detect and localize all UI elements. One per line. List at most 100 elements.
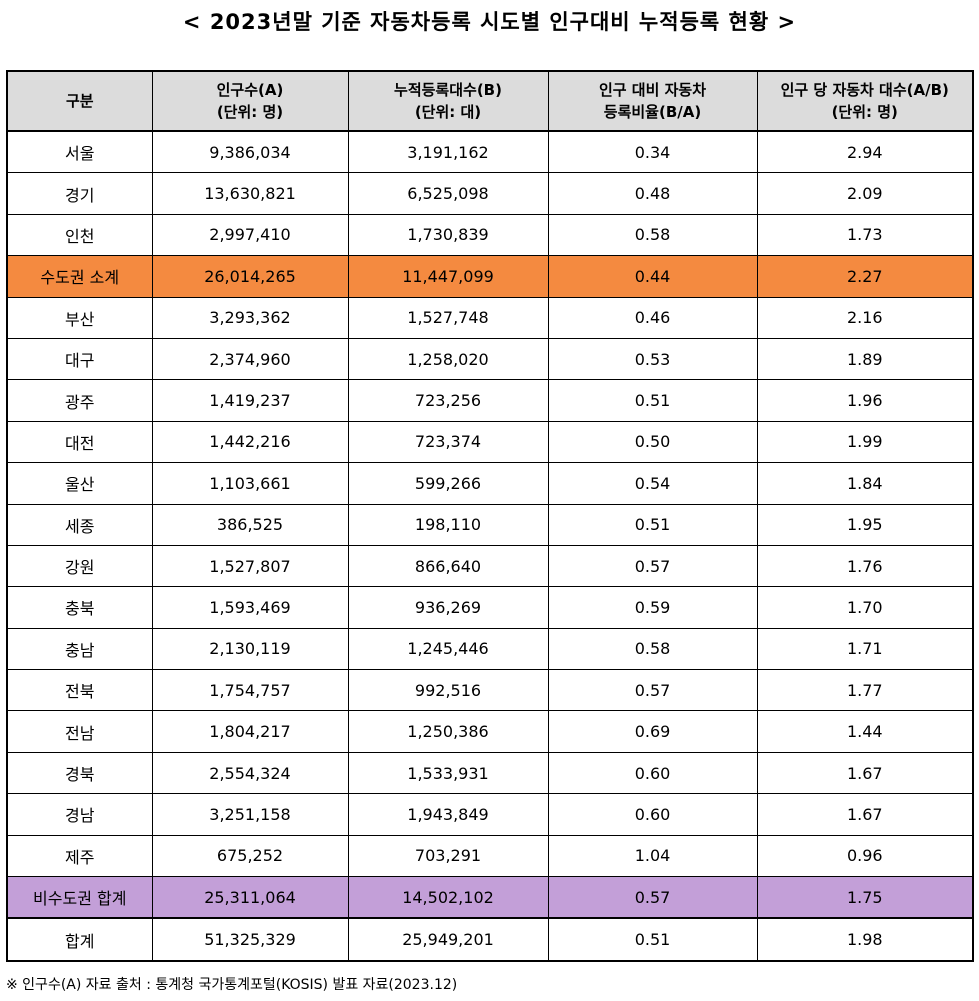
cell-registered: 1,730,839 <box>347 213 549 257</box>
cell-ratio: 0.58 <box>547 213 758 257</box>
cell-population: 13,630,821 <box>151 172 349 215</box>
cell-region: 경기 <box>6 172 153 215</box>
cell-population: 1,754,757 <box>151 669 349 712</box>
cell-registered: 992,516 <box>347 669 549 712</box>
cell-registered: 14,502,102 <box>347 876 549 919</box>
cell-region: 합계 <box>6 917 153 962</box>
cell-ratio: 0.51 <box>547 379 758 422</box>
cell-population: 2,374,960 <box>151 337 349 381</box>
cell-per-car: 1.95 <box>756 503 974 546</box>
cell-population: 386,525 <box>151 503 349 546</box>
cell-per-car: 1.96 <box>756 379 974 422</box>
cell-ratio: 0.58 <box>547 627 758 671</box>
cell-per-car: 2.16 <box>756 296 974 339</box>
cell-population: 675,252 <box>151 834 349 878</box>
table-row: 경북 2,554,324 1,533,931 0.60 1.67 <box>6 751 974 795</box>
table-row: 대전 1,442,216 723,374 0.50 1.99 <box>6 420 974 464</box>
cell-region: 부산 <box>6 296 153 339</box>
cell-registered: 1,527,748 <box>347 296 549 339</box>
cell-ratio: 0.51 <box>547 503 758 546</box>
cell-registered: 723,374 <box>347 420 549 464</box>
cell-region: 경북 <box>6 751 153 795</box>
table-row: 전남 1,804,217 1,250,386 0.69 1.44 <box>6 710 974 753</box>
cell-registered: 866,640 <box>347 544 549 588</box>
cell-population: 3,293,362 <box>151 296 349 339</box>
cell-population: 2,997,410 <box>151 213 349 257</box>
cell-population: 51,325,329 <box>151 917 349 962</box>
cell-region: 전북 <box>6 669 153 712</box>
table-row: 강원 1,527,807 866,640 0.57 1.76 <box>6 544 974 588</box>
table-row: 광주 1,419,237 723,256 0.51 1.96 <box>6 379 974 422</box>
cell-per-car: 1.44 <box>756 710 974 753</box>
cell-population: 25,311,064 <box>151 876 349 919</box>
cell-ratio: 0.51 <box>547 917 758 962</box>
cell-region: 세종 <box>6 503 153 546</box>
cell-ratio: 0.44 <box>547 255 758 298</box>
cell-per-car: 1.67 <box>756 751 974 795</box>
header-per-car: 인구 당 자동차 대수(A/B) (단위: 명) <box>756 70 974 132</box>
cell-population: 1,804,217 <box>151 710 349 753</box>
cell-registered: 1,258,020 <box>347 337 549 381</box>
cell-registered: 1,943,849 <box>347 793 549 836</box>
cell-per-car: 2.09 <box>756 172 974 215</box>
table-row: 대구 2,374,960 1,258,020 0.53 1.89 <box>6 337 974 381</box>
cell-population: 1,103,661 <box>151 462 349 505</box>
cell-registered: 723,256 <box>347 379 549 422</box>
cell-per-car: 1.98 <box>756 917 974 962</box>
cell-ratio: 0.34 <box>547 130 758 174</box>
table-row: 경기 13,630,821 6,525,098 0.48 2.09 <box>6 172 974 215</box>
cell-registered: 6,525,098 <box>347 172 549 215</box>
cell-ratio: 0.69 <box>547 710 758 753</box>
cell-region: 울산 <box>6 462 153 505</box>
cell-region: 수도권 소계 <box>6 255 153 298</box>
cell-per-car: 1.89 <box>756 337 974 381</box>
table-row: 충남 2,130,119 1,245,446 0.58 1.71 <box>6 627 974 671</box>
table-row: 세종 386,525 198,110 0.51 1.95 <box>6 503 974 546</box>
cell-region: 제주 <box>6 834 153 878</box>
cell-registered: 198,110 <box>347 503 549 546</box>
cell-region: 광주 <box>6 379 153 422</box>
cell-region: 대구 <box>6 337 153 381</box>
cell-per-car: 2.27 <box>756 255 974 298</box>
table-row: 경남 3,251,158 1,943,849 0.60 1.67 <box>6 793 974 836</box>
cell-ratio: 0.53 <box>547 337 758 381</box>
table-row: 울산 1,103,661 599,266 0.54 1.84 <box>6 462 974 505</box>
cell-population: 1,527,807 <box>151 544 349 588</box>
cell-ratio: 0.60 <box>547 793 758 836</box>
header-registered: 누적등록대수(B) (단위: 대) <box>347 70 549 132</box>
table-row: 수도권 소계 26,014,265 11,447,099 0.44 2.27 <box>6 255 974 298</box>
header-population: 인구수(A) (단위: 명) <box>151 70 349 132</box>
cell-ratio: 0.57 <box>547 876 758 919</box>
cell-registered: 1,533,931 <box>347 751 549 795</box>
cell-population: 2,554,324 <box>151 751 349 795</box>
cell-ratio: 0.46 <box>547 296 758 339</box>
table-row: 서울 9,386,034 3,191,162 0.34 2.94 <box>6 130 974 174</box>
footnote: ※ 인구수(A) 자료 출처 : 통계청 국가통계포털(KOSIS) 발표 자료… <box>6 977 458 993</box>
cell-population: 26,014,265 <box>151 255 349 298</box>
cell-population: 1,419,237 <box>151 379 349 422</box>
cell-registered: 25,949,201 <box>347 917 549 962</box>
table-row: 충북 1,593,469 936,269 0.59 1.70 <box>6 586 974 629</box>
cell-registered: 1,245,446 <box>347 627 549 671</box>
cell-region: 충남 <box>6 627 153 671</box>
cell-per-car: 1.99 <box>756 420 974 464</box>
cell-population: 3,251,158 <box>151 793 349 836</box>
table-row: 인천 2,997,410 1,730,839 0.58 1.73 <box>6 213 974 257</box>
table-row: 부산 3,293,362 1,527,748 0.46 2.16 <box>6 296 974 339</box>
table-row: 전북 1,754,757 992,516 0.57 1.77 <box>6 669 974 712</box>
cell-region: 비수도권 합계 <box>6 876 153 919</box>
cell-ratio: 0.59 <box>547 586 758 629</box>
cell-region: 서울 <box>6 130 153 174</box>
cell-ratio: 0.50 <box>547 420 758 464</box>
header-ratio: 인구 대비 자동차 등록비율(B/A) <box>547 70 758 132</box>
cell-per-car: 1.73 <box>756 213 974 257</box>
table-header-row: 구분 인구수(A) (단위: 명) 누적등록대수(B) (단위: 대) 인구 대… <box>6 70 974 132</box>
cell-per-car: 2.94 <box>756 130 974 174</box>
cell-ratio: 0.57 <box>547 669 758 712</box>
cell-population: 2,130,119 <box>151 627 349 671</box>
cell-region: 대전 <box>6 420 153 464</box>
cell-region: 경남 <box>6 793 153 836</box>
cell-ratio: 0.48 <box>547 172 758 215</box>
page-title: < 2023년말 기준 자동차등록 시도별 인구대비 누적등록 현황 > <box>182 10 797 34</box>
cell-population: 9,386,034 <box>151 130 349 174</box>
